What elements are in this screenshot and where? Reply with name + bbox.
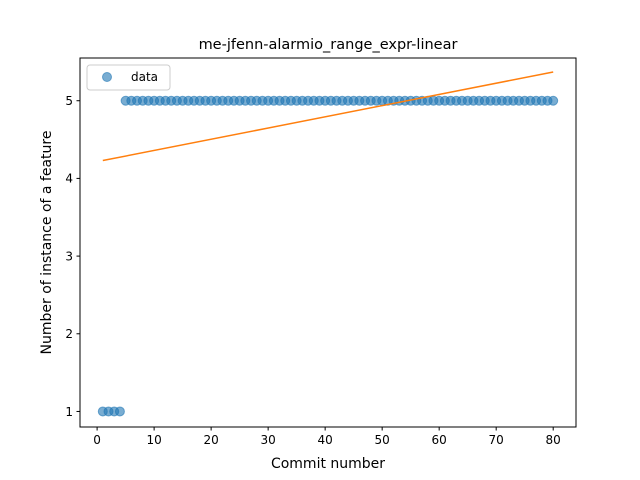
- y-tick-label: 5: [65, 94, 73, 108]
- x-tick-label: 30: [260, 433, 275, 447]
- y-tick-label: 1: [65, 405, 73, 419]
- x-tick-label: 50: [375, 433, 390, 447]
- legend-box: [86, 64, 171, 91]
- plot-frame: [79, 57, 577, 428]
- x-tick-label: 60: [432, 433, 447, 447]
- x-tick-label: 80: [546, 433, 561, 447]
- y-axis-title: Number of instance of a feature: [39, 131, 55, 355]
- legend-marker-data: [102, 72, 112, 82]
- x-tick-label: 0: [93, 433, 101, 447]
- legend-label-data: data: [131, 70, 158, 84]
- x-tick-label: 20: [203, 433, 218, 447]
- x-axis: 0 10 20 30 40 50 60 70 80: [93, 427, 561, 447]
- data-point: [114, 406, 125, 417]
- legend: data: [86, 64, 171, 91]
- data-point: [548, 95, 559, 106]
- y-tick-label: 3: [65, 249, 73, 263]
- x-tick-label: 40: [318, 433, 333, 447]
- x-axis-title: Commit number: [271, 456, 385, 472]
- y-axis: 1 2 3 4 5: [65, 94, 80, 419]
- fit-line: [102, 71, 554, 162]
- plot-area: [97, 71, 559, 417]
- chart-title: me-jfenn-alarmio_range_expr-linear: [199, 37, 458, 53]
- x-tick-label: 10: [146, 433, 161, 447]
- y-tick-label: 2: [65, 327, 73, 341]
- x-tick-label: 70: [489, 433, 504, 447]
- y-tick-label: 4: [65, 172, 73, 186]
